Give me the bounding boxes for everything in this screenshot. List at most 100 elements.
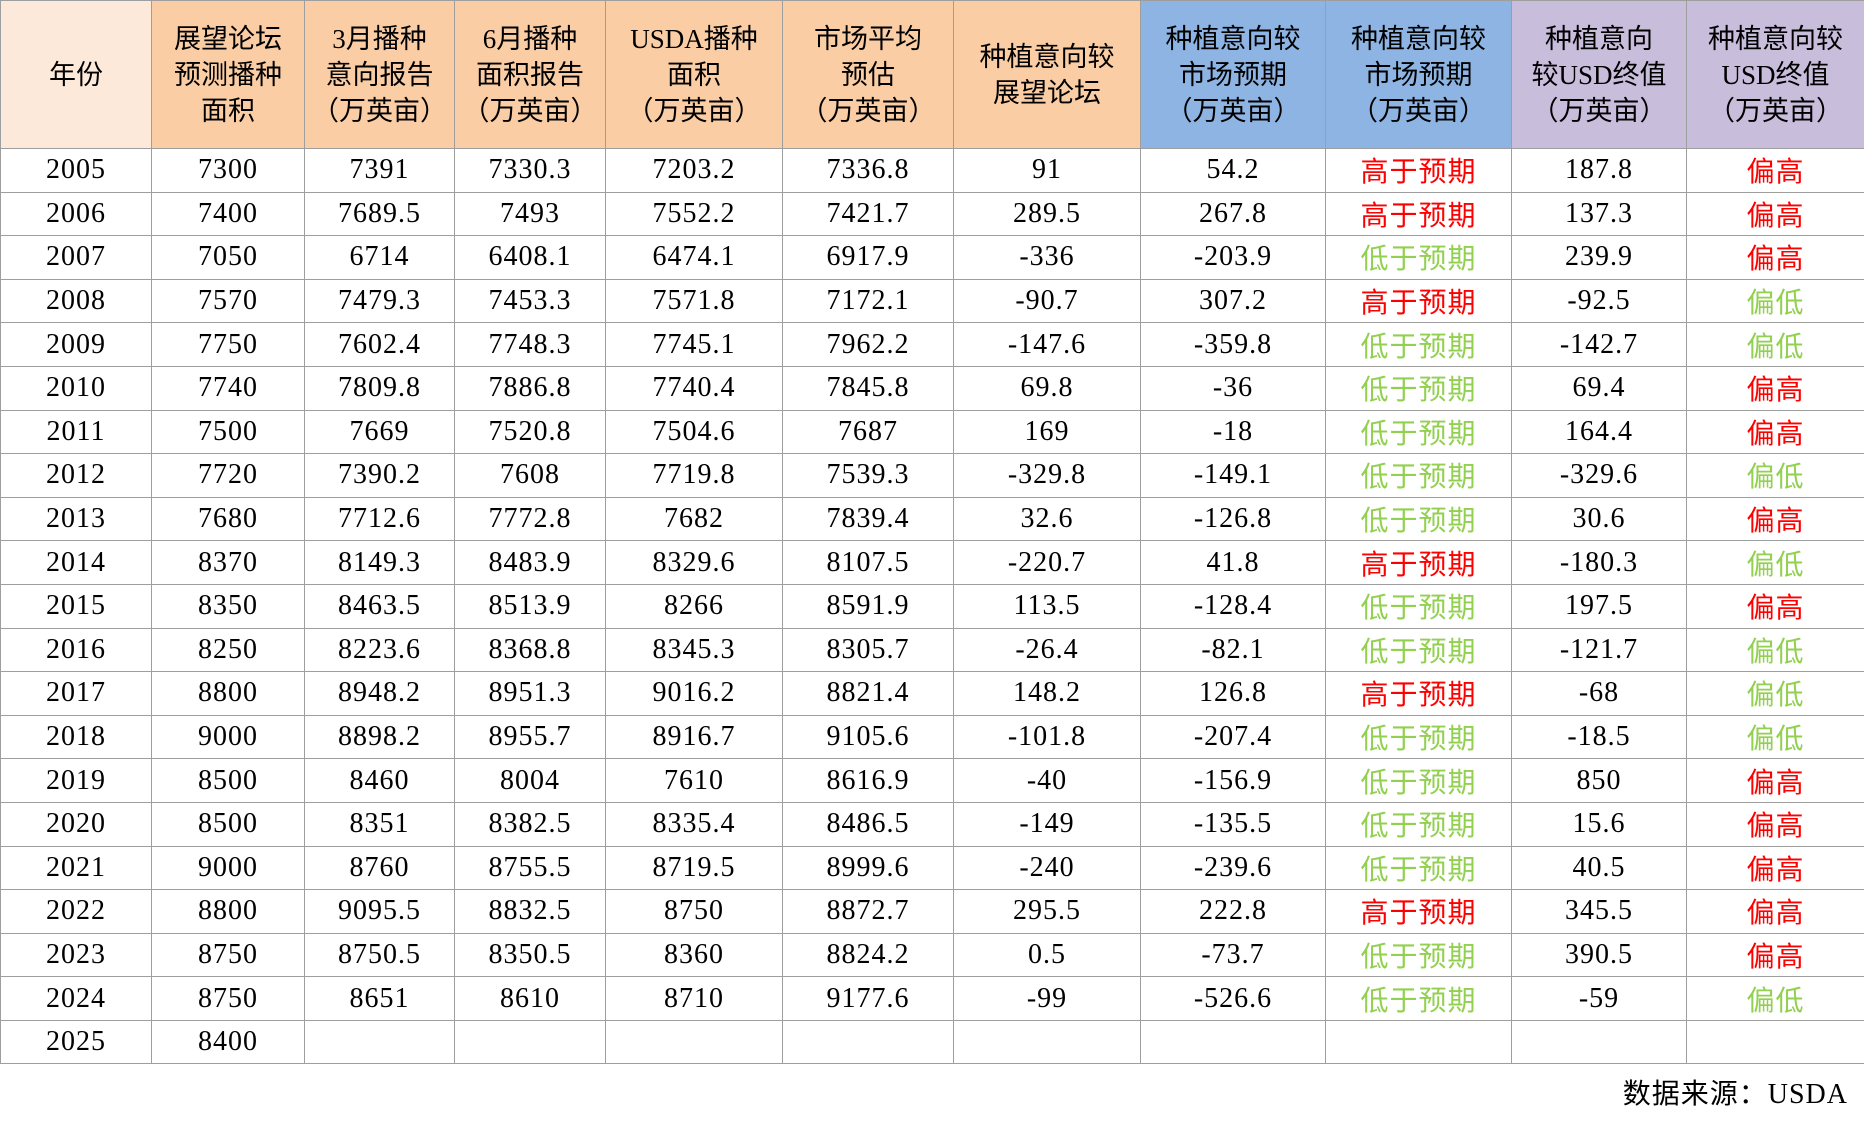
data-cell[interactable]: 7772.8 [454, 496, 606, 542]
data-cell[interactable]: 239.9 [1511, 235, 1687, 280]
data-cell[interactable] [454, 1019, 606, 1065]
data-cell[interactable]: 7421.7 [782, 191, 954, 237]
data-cell[interactable]: 7689.5 [304, 191, 455, 237]
status-cell[interactable]: 高于预期 [1325, 278, 1512, 324]
year-cell[interactable]: 2016 [0, 627, 152, 673]
data-cell[interactable]: 7203.2 [605, 148, 783, 193]
header-cell-3[interactable]: 6月播种 面积报告 （万英亩） [454, 0, 606, 149]
data-cell[interactable]: 6917.9 [782, 235, 954, 280]
data-cell[interactable]: -90.7 [953, 278, 1141, 324]
status-cell[interactable]: 偏高 [1686, 365, 1864, 411]
data-cell[interactable]: 187.8 [1511, 148, 1687, 193]
data-cell[interactable]: 8223.6 [304, 627, 455, 673]
year-cell[interactable]: 2005 [0, 148, 152, 193]
header-cell-2[interactable]: 3月播种 意向报告 （万英亩） [304, 0, 455, 149]
data-cell[interactable]: -82.1 [1140, 627, 1326, 673]
data-cell[interactable]: 7962.2 [782, 322, 954, 367]
data-cell[interactable]: 7390.2 [304, 453, 455, 498]
data-cell[interactable]: 7391 [304, 148, 455, 193]
data-cell[interactable]: 8750 [151, 976, 305, 1021]
data-cell[interactable]: 7050 [151, 235, 305, 280]
data-cell[interactable]: 8872.7 [782, 889, 954, 934]
data-cell[interactable]: 8750 [605, 889, 783, 934]
data-cell[interactable]: 8610 [454, 976, 606, 1021]
data-cell[interactable]: 8513.9 [454, 583, 606, 629]
status-cell[interactable]: 高于预期 [1325, 540, 1512, 585]
data-cell[interactable]: -18.5 [1511, 714, 1687, 760]
data-cell[interactable]: 7479.3 [304, 278, 455, 324]
data-cell[interactable]: 30.6 [1511, 496, 1687, 542]
data-cell[interactable]: 197.5 [1511, 583, 1687, 629]
data-cell[interactable]: 0.5 [953, 932, 1141, 978]
data-cell[interactable]: 91 [953, 148, 1141, 193]
status-cell[interactable]: 偏低 [1686, 540, 1864, 585]
status-cell[interactable]: 偏高 [1686, 758, 1864, 803]
data-cell[interactable]: 32.6 [953, 496, 1141, 542]
data-cell[interactable]: 8368.8 [454, 627, 606, 673]
data-cell[interactable]: 8916.7 [605, 714, 783, 760]
data-cell[interactable]: 7680 [151, 496, 305, 542]
data-cell[interactable]: -329.8 [953, 453, 1141, 498]
status-cell[interactable]: 高于预期 [1325, 671, 1512, 716]
data-cell[interactable]: 7400 [151, 191, 305, 237]
header-cell-4[interactable]: USDA播种 面积 （万英亩） [605, 0, 783, 149]
data-cell[interactable]: 7845.8 [782, 365, 954, 411]
data-cell[interactable]: 8266 [605, 583, 783, 629]
data-cell[interactable]: 8710 [605, 976, 783, 1021]
status-cell[interactable]: 偏高 [1686, 583, 1864, 629]
header-cell-6[interactable]: 种植意向较 展望论坛 [953, 0, 1141, 149]
data-cell[interactable]: 222.8 [1140, 889, 1326, 934]
status-cell[interactable]: 低于预期 [1325, 453, 1512, 498]
data-cell[interactable]: 8500 [151, 758, 305, 803]
data-cell[interactable]: -135.5 [1140, 801, 1326, 847]
data-cell[interactable]: 7740 [151, 365, 305, 411]
status-cell[interactable]: 偏低 [1686, 453, 1864, 498]
data-cell[interactable]: 8483.9 [454, 540, 606, 585]
data-cell[interactable]: 9095.5 [304, 889, 455, 934]
data-cell[interactable]: -73.7 [1140, 932, 1326, 978]
data-cell[interactable]: 6474.1 [605, 235, 783, 280]
data-cell[interactable]: -142.7 [1511, 322, 1687, 367]
data-cell[interactable]: 8591.9 [782, 583, 954, 629]
data-cell[interactable]: 7330.3 [454, 148, 606, 193]
data-cell[interactable]: 8750.5 [304, 932, 455, 978]
year-cell[interactable]: 2006 [0, 191, 152, 237]
data-cell[interactable]: 390.5 [1511, 932, 1687, 978]
data-cell[interactable]: -180.3 [1511, 540, 1687, 585]
data-cell[interactable]: 169 [953, 409, 1141, 455]
data-cell[interactable]: 7570 [151, 278, 305, 324]
data-cell[interactable]: 8351 [304, 801, 455, 847]
data-cell[interactable] [782, 1019, 954, 1065]
year-cell[interactable]: 2021 [0, 845, 152, 891]
data-cell[interactable]: 54.2 [1140, 148, 1326, 193]
data-cell[interactable]: 8463.5 [304, 583, 455, 629]
status-cell[interactable]: 低于预期 [1325, 496, 1512, 542]
header-cell-1[interactable]: 展望论坛 预测播种 面积 [151, 0, 305, 149]
status-cell[interactable]: 低于预期 [1325, 235, 1512, 280]
data-cell[interactable]: 8250 [151, 627, 305, 673]
status-cell[interactable]: 偏低 [1686, 976, 1864, 1021]
status-cell[interactable]: 低于预期 [1325, 801, 1512, 847]
data-cell[interactable]: 295.5 [953, 889, 1141, 934]
data-cell[interactable]: 7809.8 [304, 365, 455, 411]
status-cell[interactable]: 高于预期 [1325, 148, 1512, 193]
data-cell[interactable]: 7300 [151, 148, 305, 193]
data-cell[interactable]: -239.6 [1140, 845, 1326, 891]
data-cell[interactable]: 41.8 [1140, 540, 1326, 585]
year-cell[interactable]: 2013 [0, 496, 152, 542]
data-cell[interactable]: 289.5 [953, 191, 1141, 237]
data-cell[interactable]: 7886.8 [454, 365, 606, 411]
data-cell[interactable]: -101.8 [953, 714, 1141, 760]
data-cell[interactable] [605, 1019, 783, 1065]
data-cell[interactable]: -68 [1511, 671, 1687, 716]
data-cell[interactable]: 126.8 [1140, 671, 1326, 716]
data-cell[interactable]: 8800 [151, 671, 305, 716]
data-cell[interactable]: 8651 [304, 976, 455, 1021]
data-cell[interactable]: 8107.5 [782, 540, 954, 585]
data-cell[interactable]: -149 [953, 801, 1141, 847]
data-cell[interactable]: 7571.8 [605, 278, 783, 324]
data-cell[interactable]: 9000 [151, 714, 305, 760]
data-cell[interactable]: 7500 [151, 409, 305, 455]
data-cell[interactable]: 345.5 [1511, 889, 1687, 934]
data-cell[interactable]: -156.9 [1140, 758, 1326, 803]
